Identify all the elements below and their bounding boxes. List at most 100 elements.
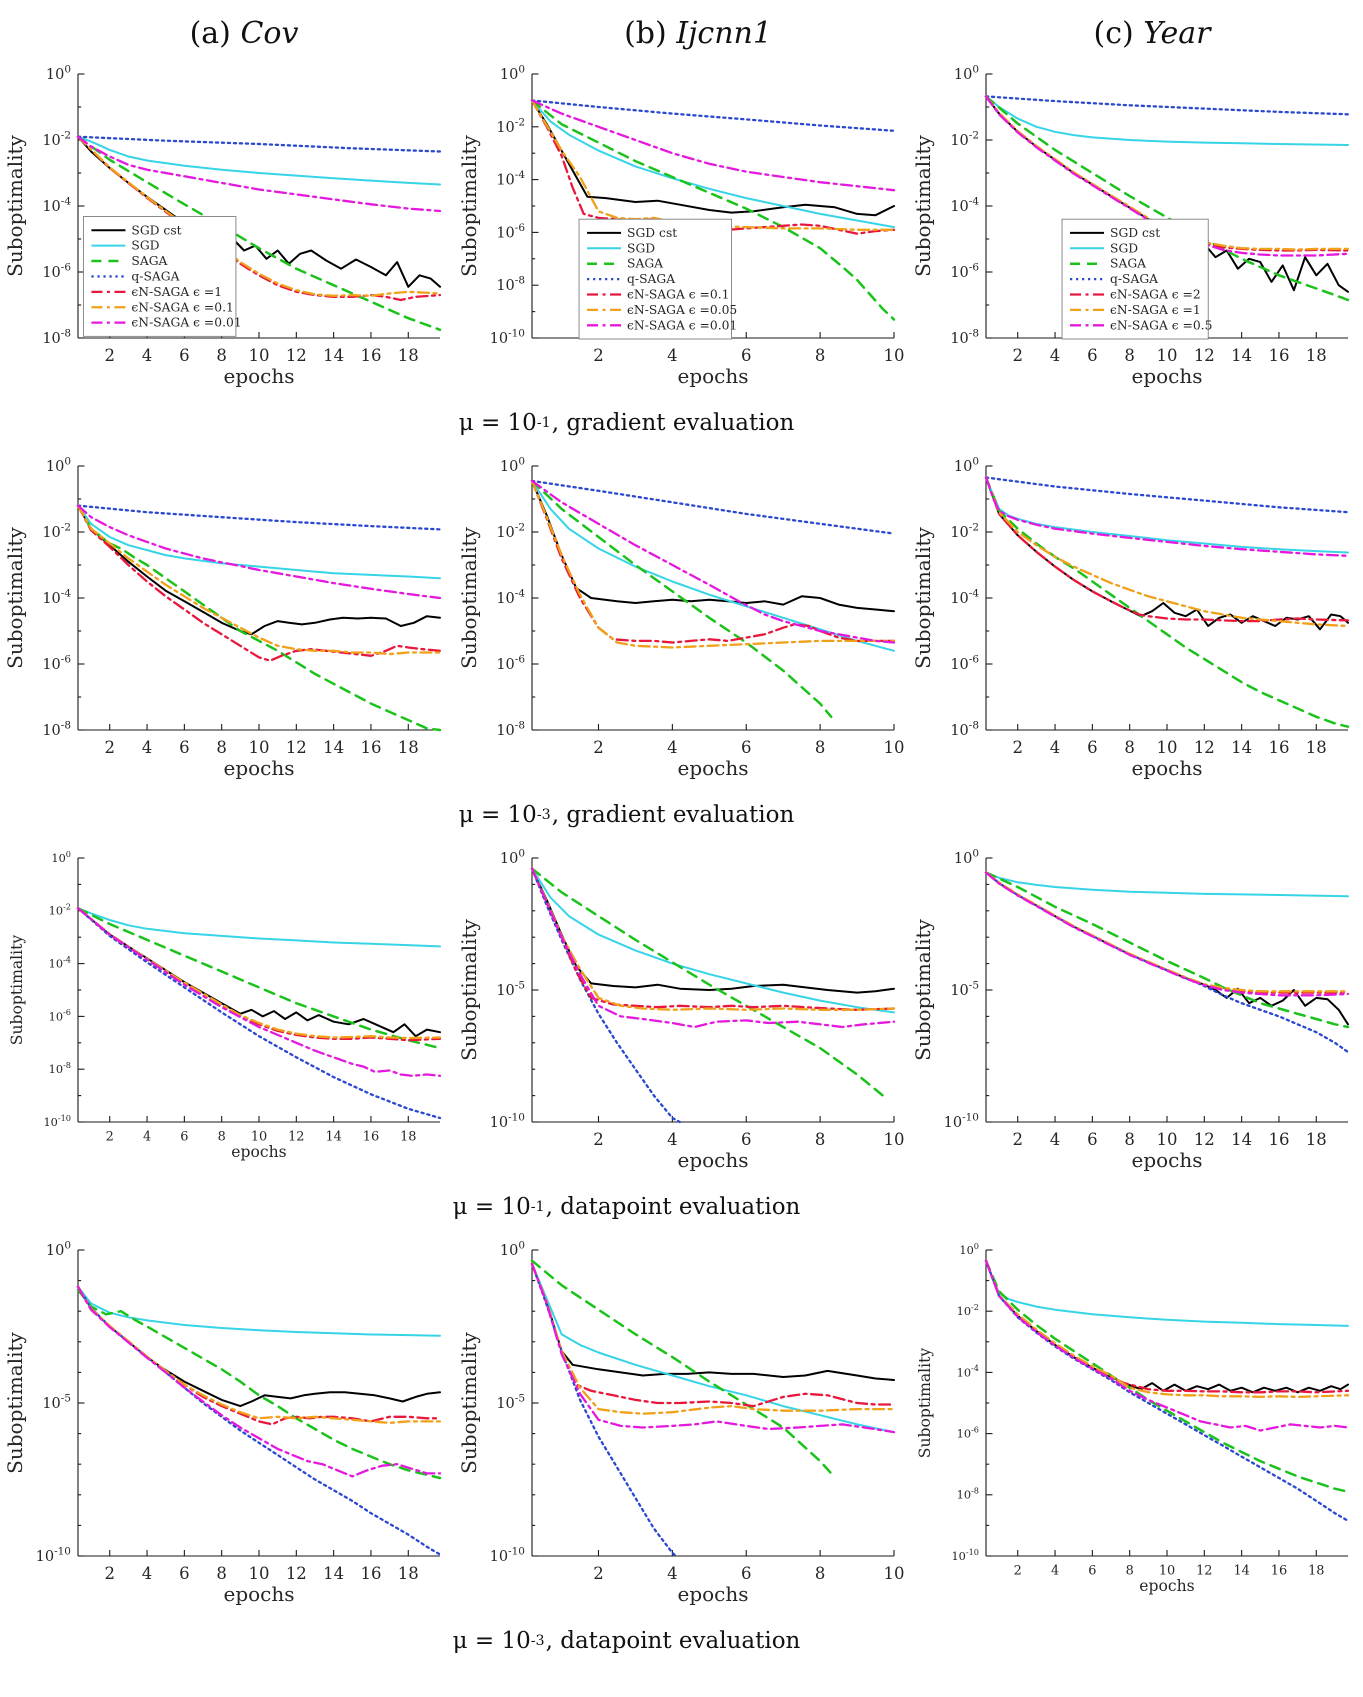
y-tick-label: 10-8 bbox=[950, 328, 979, 348]
series-sgd bbox=[985, 871, 1349, 898]
legend-label-eps_c: ϵN-SAGA ϵ =0.01 bbox=[627, 318, 737, 332]
x-axis-label: epochs bbox=[223, 1582, 294, 1606]
x-tick-label: 4 bbox=[142, 738, 153, 757]
chart-svg: 2 4 6 8 10 100 10-5 10-10 epochs Suboptimality bbox=[457, 848, 905, 1173]
chart-svg: 2 4 6 8 10 100 10-2 10-4 10-6 10-8 epochs Suboptima… bbox=[457, 456, 905, 781]
column-title-prefix: (a) bbox=[189, 15, 231, 51]
series-q_saga bbox=[530, 867, 681, 1124]
series-eps_b bbox=[76, 907, 442, 1040]
series-sgd bbox=[531, 479, 895, 652]
series-sgd bbox=[77, 1285, 441, 1337]
x-axis-label: epochs bbox=[677, 1148, 748, 1172]
y-tick-label: 10-8 bbox=[950, 720, 979, 740]
x-tick-label: 18 bbox=[398, 1564, 419, 1583]
chart-year-mu1e-1-datapoint: 2 4 6 8 10 12 14 16 18 100 10-5 10-10 epochs Suboptim… bbox=[908, 844, 1362, 1178]
series-eps_c bbox=[530, 479, 896, 644]
series-q_saga bbox=[984, 476, 1350, 514]
charts-row-1: 2 4 6 8 10 12 14 16 18 100 10-2 10-4 10-6 10-8 epochs S… bbox=[0, 60, 1363, 394]
x-tick-label: 10 bbox=[1157, 1130, 1178, 1149]
x-tick-label: 2 bbox=[104, 1564, 115, 1583]
y-axis-label: Suboptimality bbox=[916, 1348, 934, 1459]
y-tick-label: 10-2 bbox=[496, 116, 525, 136]
series-eps_c bbox=[76, 907, 442, 1077]
y-axis-label: Suboptimality bbox=[3, 134, 27, 276]
y-tick-label: 10-2 bbox=[49, 902, 71, 918]
charts-row-3: 2 4 6 8 10 12 14 16 18 100 10-2 10-4 10-6 10-8 10-10 ep… bbox=[0, 844, 1363, 1178]
series-saga bbox=[76, 1288, 442, 1480]
chart-svg: 2 4 6 8 10 100 10-2 10-4 10-6 10-8 10-10 epochs Subo… bbox=[457, 64, 905, 389]
x-tick-label: 10 bbox=[1159, 1563, 1175, 1578]
x-tick-label: 6 bbox=[1087, 738, 1098, 757]
y-tick-label: 100 bbox=[500, 64, 525, 84]
x-axis-label: epochs bbox=[223, 756, 294, 780]
legend-label-saga: SAGA bbox=[627, 257, 663, 271]
series-eps_b bbox=[530, 1262, 896, 1415]
y-tick-label: 10-8 bbox=[496, 275, 525, 295]
caption-exponent: -3 bbox=[536, 807, 551, 823]
series-eps_c bbox=[76, 1285, 442, 1478]
legend-label-sgd: SGD bbox=[1110, 241, 1138, 255]
y-tick-label: 10-10 bbox=[951, 1547, 979, 1563]
x-tick-label: 16 bbox=[1271, 1563, 1287, 1578]
chart-cov-mu1e-1-datapoint: 2 4 6 8 10 12 14 16 18 100 10-2 10-4 10-6 10-8 10-10 ep… bbox=[0, 844, 454, 1178]
legend-label-eps_b: ϵN-SAGA ϵ =0.05 bbox=[627, 303, 737, 317]
legend-label-sgd_cst: SGD cst bbox=[131, 223, 181, 237]
y-tick-label: 10-4 bbox=[496, 588, 525, 608]
series-saga bbox=[530, 867, 885, 1097]
series-sgd_cst bbox=[531, 867, 895, 994]
legend-label-eps_c: ϵN-SAGA ϵ =0.5 bbox=[1110, 318, 1212, 332]
x-tick-label: 4 bbox=[1050, 738, 1061, 757]
y-tick-label: 100 bbox=[46, 456, 71, 476]
series-eps_c bbox=[76, 135, 442, 213]
x-tick-label: 6 bbox=[179, 346, 190, 365]
x-axis-label: epochs bbox=[677, 1582, 748, 1606]
x-tick-label: 2 bbox=[593, 1564, 604, 1583]
chart-svg: 2 4 6 8 10 12 14 16 18 100 10-2 10-4 10-6 10-8 10-10 ep… bbox=[916, 1241, 1350, 1595]
series-q_saga bbox=[76, 135, 442, 153]
x-axis-label: epochs bbox=[677, 756, 748, 780]
y-tick-label: 10-6 bbox=[957, 1424, 979, 1440]
y-tick-label: 100 bbox=[954, 456, 979, 476]
series-eps_a bbox=[76, 1285, 442, 1426]
series-eps_a bbox=[76, 907, 442, 1042]
x-tick-label: 8 bbox=[218, 1129, 226, 1144]
x-tick-label: 4 bbox=[667, 738, 678, 757]
series-saga bbox=[76, 504, 442, 732]
y-tick-label: 10-6 bbox=[950, 654, 979, 674]
series-eps_c bbox=[984, 871, 1350, 997]
y-axis-label: Suboptimality bbox=[911, 134, 935, 276]
x-axis-label: epochs bbox=[1131, 1148, 1202, 1172]
column-title-ijcnn1: (b) Ijcnn1 bbox=[454, 16, 908, 51]
series-eps_a bbox=[530, 479, 896, 644]
y-tick-label: 100 bbox=[51, 849, 71, 865]
x-tick-label: 16 bbox=[1268, 738, 1289, 757]
caption-exponent: -1 bbox=[536, 415, 551, 431]
series-sgd bbox=[985, 1259, 1349, 1327]
x-tick-label: 6 bbox=[180, 1129, 188, 1144]
y-tick-label: 10-2 bbox=[42, 522, 71, 542]
x-tick-label: 12 bbox=[1194, 346, 1215, 365]
series-saga bbox=[76, 135, 442, 332]
x-tick-label: 4 bbox=[143, 1129, 151, 1144]
x-tick-label: 14 bbox=[1231, 738, 1252, 757]
legend-label-sgd_cst: SGD cst bbox=[627, 226, 677, 240]
y-tick-label: 10-2 bbox=[42, 130, 71, 150]
x-tick-label: 16 bbox=[360, 346, 381, 365]
x-tick-label: 10 bbox=[884, 738, 905, 757]
series-sgd bbox=[531, 99, 895, 229]
x-tick-label: 8 bbox=[815, 1130, 826, 1149]
series-sgd bbox=[531, 1262, 895, 1434]
legend-label-sgd: SGD bbox=[627, 241, 655, 255]
x-tick-label: 4 bbox=[142, 1564, 153, 1583]
y-axis-label: Suboptimality bbox=[3, 526, 27, 668]
legend-label-q_saga: q-SAGA bbox=[627, 272, 675, 286]
chart-year-mu1e-3-datapoint: 2 4 6 8 10 12 14 16 18 100 10-2 10-4 10-6 10-8 10-10 ep… bbox=[908, 1236, 1362, 1612]
series-eps_b bbox=[76, 1285, 442, 1425]
series-q_saga bbox=[530, 479, 896, 535]
x-tick-label: 4 bbox=[1050, 346, 1061, 365]
series-eps_b bbox=[984, 871, 1350, 993]
series-sgd bbox=[985, 476, 1349, 554]
series-sgd_cst bbox=[531, 1262, 895, 1381]
chart-svg: 2 4 6 8 10 12 14 16 18 100 10-2 10-4 10-6 10-8 10-10 ep… bbox=[8, 849, 442, 1161]
